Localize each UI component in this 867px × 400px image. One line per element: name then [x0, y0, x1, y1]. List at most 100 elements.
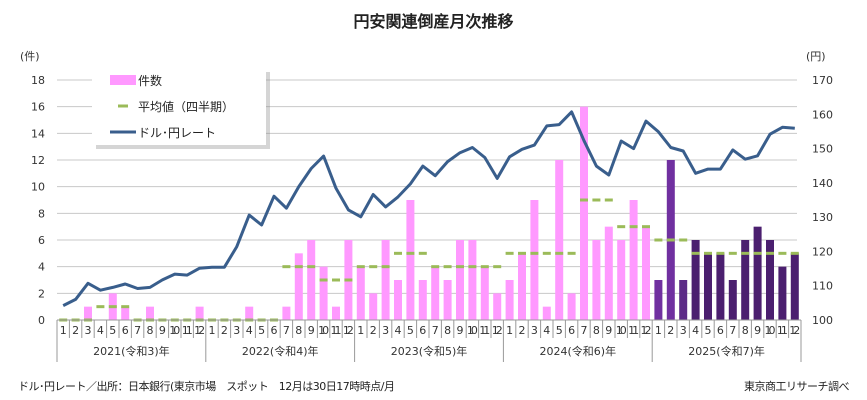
bar — [294, 253, 303, 320]
month-tick-label: 6 — [122, 324, 129, 337]
month-tick-label: 6 — [271, 324, 278, 337]
bar — [592, 240, 601, 320]
month-tick-label: 12 — [343, 324, 354, 337]
month-tick-label: 4 — [543, 324, 550, 337]
bar — [728, 280, 737, 320]
month-tick-label: 2 — [370, 324, 377, 337]
month-tick-label: 5 — [258, 324, 265, 337]
month-tick-label: 7 — [134, 324, 141, 337]
month-tick-label: 5 — [407, 324, 414, 337]
month-tick-label: 8 — [147, 324, 154, 337]
bar — [790, 253, 799, 320]
bar — [716, 253, 725, 320]
month-tick-label: 10 — [169, 324, 180, 337]
bar — [493, 293, 502, 320]
month-tick-label: 9 — [457, 324, 464, 337]
bar — [741, 240, 750, 320]
y-right-tick-label: 120 — [812, 245, 833, 258]
bar — [146, 306, 154, 320]
month-tick-label: 10 — [616, 324, 627, 337]
month-tick-label: 12 — [492, 324, 503, 337]
chart-title: 円安関連倒産月次推移 — [353, 12, 514, 31]
bar — [580, 106, 588, 321]
month-tick-label: 8 — [295, 324, 302, 337]
month-tick-label: 8 — [742, 324, 749, 337]
bar — [282, 306, 291, 320]
month-tick-label: 6 — [419, 324, 426, 337]
month-tick-label: 3 — [85, 324, 92, 337]
bar — [654, 280, 663, 320]
month-tick-label: 2 — [221, 324, 228, 337]
year-label: 2021(令和3)年 — [93, 344, 170, 358]
y-right-tick-label: 170 — [812, 74, 833, 87]
month-tick-label: 4 — [395, 324, 402, 337]
bar — [542, 306, 551, 320]
month-tick-label: 11 — [479, 324, 490, 337]
y-right-tick-label: 150 — [812, 143, 833, 156]
legend-swatch-bars — [110, 75, 136, 85]
y-right-tick-label: 100 — [812, 314, 833, 327]
bar — [121, 306, 130, 320]
month-tick-label: 9 — [308, 324, 315, 337]
month-tick-label: 1 — [60, 324, 67, 337]
y-left-axis-label: (件) — [20, 50, 40, 63]
month-tick-label: 2 — [519, 324, 526, 337]
legend-label-rate: ドル･円レート — [138, 126, 216, 140]
bar — [691, 240, 700, 320]
bar — [332, 306, 340, 320]
month-tick-label: 5 — [556, 324, 563, 337]
bar — [704, 253, 712, 320]
bar — [381, 240, 390, 320]
month-tick-label: 12 — [789, 324, 800, 337]
month-tick-label: 8 — [444, 324, 451, 337]
bar — [617, 240, 626, 320]
month-tick-label: 3 — [382, 324, 389, 337]
exchange-rate-line — [62, 110, 795, 307]
month-tick-label: 12 — [194, 324, 205, 337]
bar — [245, 306, 254, 320]
month-tick-label: 1 — [357, 324, 364, 337]
month-tick-label: 6 — [568, 324, 575, 337]
month-tick-label: 2 — [667, 324, 674, 337]
bar — [505, 280, 514, 320]
bar — [307, 240, 316, 320]
bar — [753, 226, 762, 320]
y-left-tick-label: 12 — [31, 154, 45, 167]
bar — [679, 280, 688, 320]
month-tick-label: 11 — [182, 324, 193, 337]
bar — [319, 266, 328, 320]
bar — [456, 240, 464, 320]
month-tick-label: 7 — [729, 324, 736, 337]
month-tick-label: 5 — [109, 324, 116, 337]
month-tick-label: 11 — [777, 324, 788, 337]
month-tick-label: 9 — [159, 324, 166, 337]
month-tick-label: 8 — [593, 324, 600, 337]
y-left-tick-label: 16 — [31, 101, 45, 114]
bar — [778, 266, 787, 320]
y-right-tick-label: 110 — [812, 280, 833, 293]
bar — [642, 226, 650, 320]
y-left-tick-label: 10 — [31, 181, 45, 194]
month-tick-label: 7 — [283, 324, 290, 337]
bar — [394, 280, 402, 320]
year-label: 2023(令和5)年 — [391, 344, 468, 358]
y-left-tick-label: 2 — [38, 287, 45, 300]
month-tick-label: 1 — [209, 324, 216, 337]
y-right-axis-label: (円) — [806, 50, 826, 63]
bar — [480, 266, 489, 320]
bar — [604, 226, 613, 320]
y-left-tick-label: 6 — [38, 234, 45, 247]
bar — [369, 293, 378, 320]
bar — [418, 280, 427, 320]
bar — [629, 200, 638, 320]
month-tick-label: 6 — [717, 324, 724, 337]
bar — [443, 280, 452, 320]
bar — [766, 240, 774, 320]
bar — [356, 266, 365, 320]
y-left-tick-label: 18 — [31, 74, 45, 87]
bar — [530, 200, 539, 320]
month-tick-label: 4 — [97, 324, 104, 337]
month-tick-label: 10 — [467, 324, 478, 337]
bar — [84, 306, 92, 320]
